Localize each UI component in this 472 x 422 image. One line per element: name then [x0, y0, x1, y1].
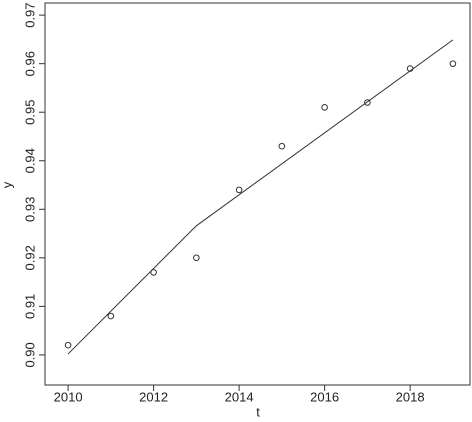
y-tick-label: 0.93 — [22, 197, 37, 222]
data-point — [364, 99, 371, 106]
y-axis-label: y — [0, 181, 14, 188]
y-tick-label: 0.90 — [22, 342, 37, 367]
y-tick-label: 0.92 — [22, 245, 37, 270]
data-point — [449, 60, 457, 67]
data-point — [278, 142, 286, 150]
fit-line — [67, 39, 454, 355]
x-tick-label: 2016 — [310, 389, 339, 404]
y-tick-label: 0.91 — [22, 294, 37, 319]
data-point — [321, 104, 328, 111]
data-point — [150, 269, 157, 276]
data-point — [107, 312, 115, 320]
x-tick-label: 2010 — [54, 389, 83, 404]
y-tick-label: 0.95 — [22, 100, 37, 125]
x-axis-label: t — [256, 404, 260, 419]
x-tick-label: 2012 — [139, 389, 168, 404]
y-tick-label: 0.97 — [22, 2, 37, 27]
data-point — [64, 341, 72, 349]
data-point — [193, 254, 200, 262]
x-tick-label: 2018 — [396, 389, 425, 404]
y-tick-label: 0.94 — [22, 148, 37, 173]
data-point — [235, 186, 243, 194]
x-tick-label: 2014 — [225, 389, 254, 404]
plot-frame — [44, 2, 471, 386]
y-tick-label: 0.96 — [22, 51, 37, 76]
